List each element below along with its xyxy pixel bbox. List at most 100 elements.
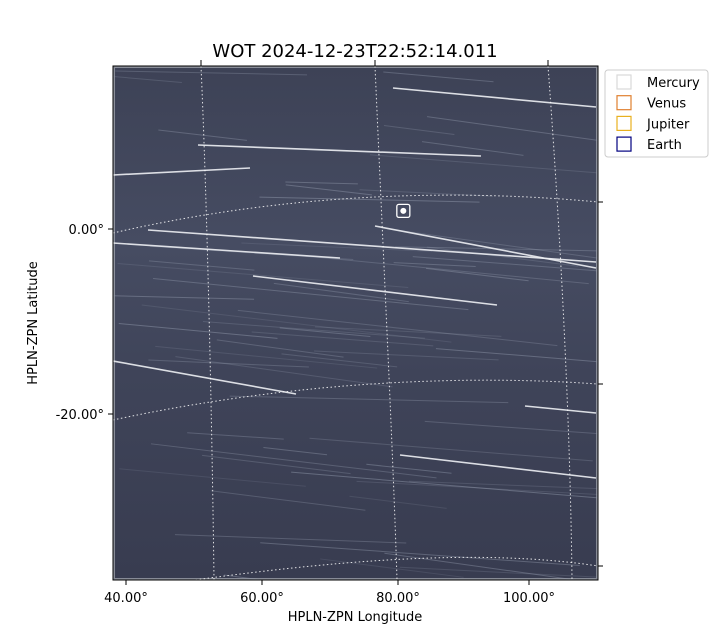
y-tick-label: -20.00° — [56, 408, 104, 423]
x-tick-label: 100.00° — [503, 591, 555, 606]
coordinate-grid — [113, 66, 598, 580]
faint-trail — [251, 331, 434, 347]
faint-trail — [409, 480, 598, 490]
grid-line — [191, 556, 598, 580]
faint-trail — [285, 181, 358, 185]
grid-line — [113, 379, 598, 421]
faint-trail — [314, 350, 499, 361]
faint-trail — [113, 76, 182, 83]
faint-trail — [148, 260, 255, 271]
faint-trail — [241, 242, 433, 252]
grid-line — [113, 194, 598, 234]
faint-trail — [202, 454, 351, 475]
legend-swatch-jupiter — [616, 115, 632, 132]
faint-trail — [113, 295, 255, 300]
grid-line — [374, 66, 398, 580]
faint-trail — [427, 246, 578, 267]
bright-trail — [392, 87, 597, 108]
faint-trail — [158, 129, 248, 141]
faint-trail — [118, 323, 278, 339]
bright-trail — [113, 167, 251, 176]
faint-trail — [309, 437, 593, 462]
bright-trail — [197, 144, 482, 157]
bright-trail — [399, 454, 597, 479]
faint-trail — [424, 420, 598, 435]
grid-line — [200, 66, 215, 580]
faint-trail — [187, 432, 284, 440]
faint-trail — [366, 463, 452, 474]
faint-trail — [210, 490, 366, 511]
legend-label-jupiter: Jupiter — [646, 117, 690, 132]
bright-trail — [252, 275, 498, 306]
faint-trail — [349, 495, 447, 509]
faint-trail — [320, 558, 464, 578]
faint-trail — [383, 125, 455, 136]
markers — [396, 203, 411, 219]
faint-trail — [399, 566, 598, 578]
y-axis-label: HPLN-ZPN Latitude — [26, 261, 41, 384]
faint-trail — [263, 446, 328, 456]
bright-trail — [113, 242, 341, 259]
legend-label-earth: Earth — [647, 138, 682, 153]
bright-trail — [147, 229, 597, 263]
faint-trail — [153, 278, 469, 311]
faint-trail — [259, 196, 480, 203]
faint-trail — [175, 356, 393, 388]
faint-trail — [115, 70, 308, 76]
x-tick-label: 80.00° — [376, 591, 420, 606]
earth-marker — [396, 203, 411, 219]
faint-trail — [174, 534, 407, 544]
faint-trail — [117, 262, 409, 288]
legend-label-venus: Venus — [647, 97, 686, 112]
faint-trail — [260, 542, 580, 566]
faint-trail — [285, 184, 372, 196]
sky-image — [113, 66, 598, 580]
faint-trail — [229, 395, 509, 404]
faint-trail — [387, 228, 598, 259]
x-tick-label: 60.00° — [240, 591, 284, 606]
legend-swatch-mercury — [616, 74, 632, 90]
faint-trail — [356, 480, 598, 495]
legend-label-mercury: Mercury — [647, 76, 700, 91]
faint-trail — [369, 154, 598, 174]
faint-trail — [148, 359, 309, 368]
faint-trail — [119, 468, 306, 487]
earth-point — [400, 207, 407, 214]
faint-trail — [216, 339, 344, 358]
faint-trail — [141, 304, 452, 343]
x-axis-label: HPLN-ZPN Longitude — [288, 610, 423, 625]
bright-trail — [374, 225, 597, 269]
faint-trail — [279, 327, 371, 338]
faint-trail — [421, 141, 524, 156]
faint-trail — [155, 345, 378, 369]
star-trails — [113, 70, 598, 580]
bright-trail — [524, 405, 597, 414]
faint-trail — [384, 552, 580, 580]
grid-line — [547, 66, 573, 580]
plot-frame — [112, 65, 599, 581]
bright-trail — [113, 360, 297, 395]
y-tick-label: 0.00° — [69, 223, 104, 238]
faint-trail — [314, 326, 502, 337]
legend-box — [604, 69, 709, 158]
x-tick-label: 40.00° — [104, 591, 148, 606]
faint-trail — [393, 262, 476, 267]
faint-trail — [150, 443, 437, 479]
faint-trail — [202, 321, 425, 339]
chart-title: WOT 2024-12-23T22:52:14.011 — [212, 41, 497, 62]
faint-trail — [304, 255, 589, 285]
axis-ticks: 40.00° 60.00° 80.00° 100.00° 0.00° -20.00° — [56, 60, 603, 606]
faint-trail — [426, 116, 598, 141]
faint-trail — [425, 267, 529, 282]
faint-trail — [435, 348, 598, 363]
faint-trail — [281, 353, 398, 368]
faint-trail — [237, 309, 558, 347]
legend-swatch-venus — [616, 95, 632, 111]
faint-trail — [395, 246, 598, 252]
faint-trail — [291, 471, 598, 499]
faint-trail — [273, 282, 409, 303]
legend: Mercury Venus Jupiter Earth — [604, 69, 709, 158]
legend-swatch-earth — [616, 136, 632, 152]
faint-trail — [412, 256, 598, 272]
